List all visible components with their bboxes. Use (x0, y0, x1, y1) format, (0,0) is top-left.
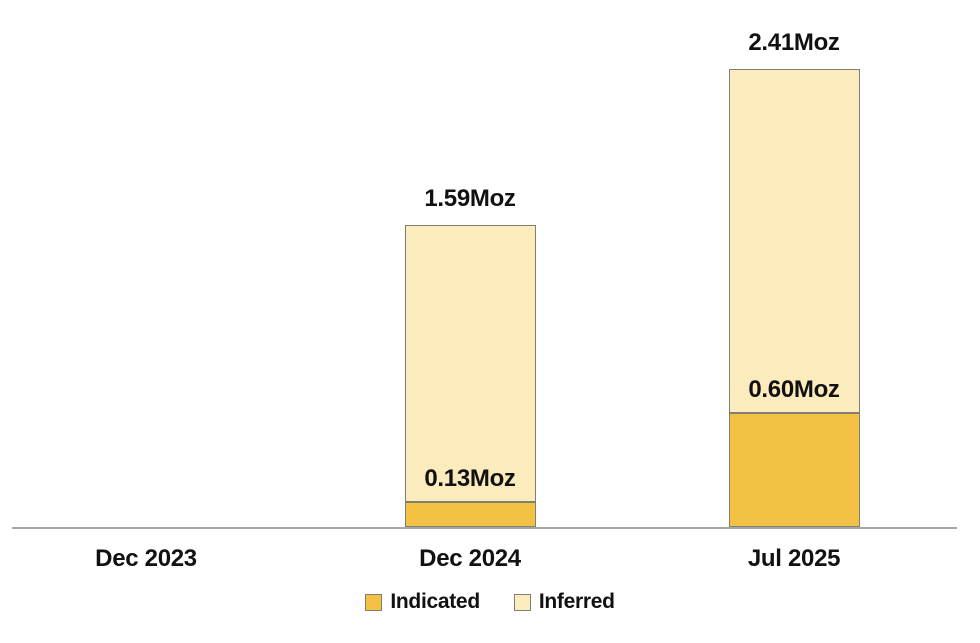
indicated-value-label: 0.13Moz (424, 465, 516, 493)
legend-label: Inferred (538, 590, 615, 613)
legend-swatch-inferred (513, 593, 531, 611)
total-label: 2.41Moz (748, 29, 840, 57)
bar-group-dec-2024: 1.59Moz 0.13Moz (404, 185, 536, 527)
legend-item-indicated: Indicated (365, 590, 480, 614)
plot-area: 1.59Moz 0.13Moz 2.41Moz 0.60Moz (12, 29, 957, 529)
total-label: 1.59Moz (424, 184, 516, 212)
legend-item-inferred: Inferred (513, 590, 615, 614)
legend-label: Indicated (390, 590, 480, 613)
inferred-segment (404, 224, 536, 503)
bar-stack (728, 69, 860, 527)
x-axis-label-jul-2025: Jul 2025 (747, 545, 841, 572)
indicated-segment (404, 502, 536, 527)
x-axis-line (12, 527, 957, 529)
legend-swatch-indicated (365, 593, 383, 611)
bar-group-dec-2023 (81, 526, 212, 527)
x-axis-label-dec-2023: Dec 2023 (95, 545, 197, 572)
indicated-segment (728, 413, 860, 527)
indicated-value-label: 0.60Moz (748, 376, 840, 403)
x-axis-label-dec-2024: Dec 2024 (419, 545, 521, 572)
inferred-segment (728, 69, 860, 413)
bar-group-jul-2025: 2.41Moz 0.60Moz (728, 29, 860, 527)
bar-stack (404, 224, 536, 527)
legend: Indicated Inferred (0, 590, 980, 614)
